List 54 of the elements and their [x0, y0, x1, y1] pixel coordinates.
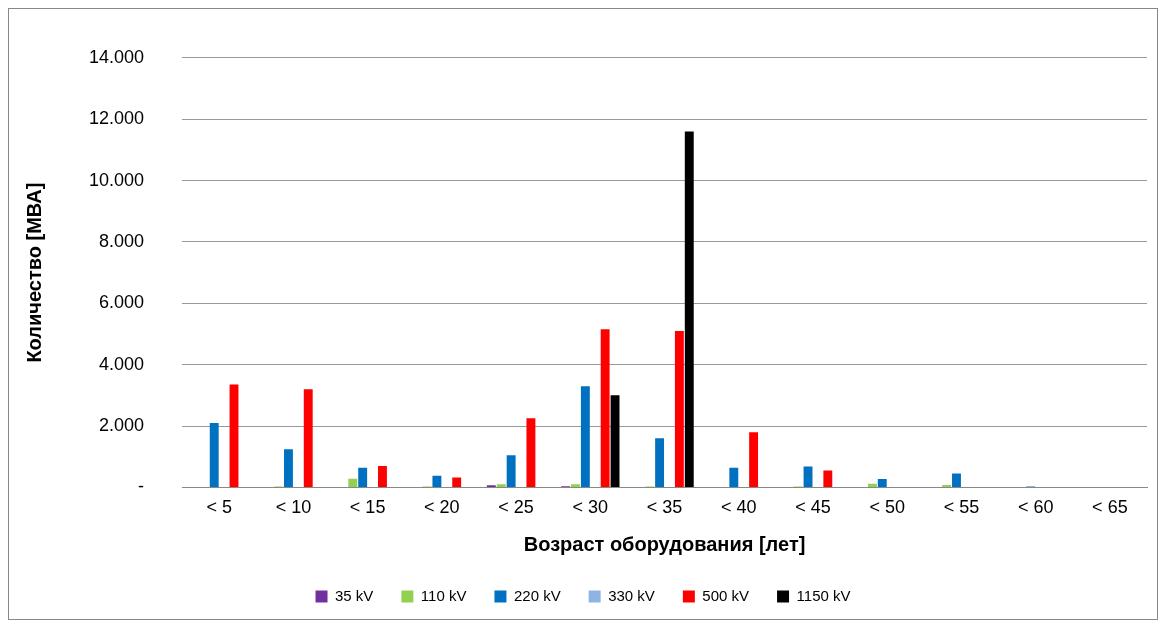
x-tick-label: < 55 — [943, 497, 980, 518]
bar — [432, 475, 442, 487]
bar — [506, 455, 516, 487]
x-tick-label: < 35 — [646, 497, 683, 518]
bar — [674, 330, 684, 487]
x-tick-label: < 60 — [1017, 497, 1054, 518]
y-tick-label: 8.000 — [99, 230, 145, 251]
x-tick-label: < 25 — [498, 497, 534, 518]
bar — [496, 484, 506, 487]
x-axis-title: Возраст оборудования [лет] — [523, 532, 806, 555]
bar — [229, 384, 239, 487]
bar — [867, 483, 877, 487]
legend-label: 500 kV — [702, 586, 750, 604]
x-tick-label: < 65 — [1092, 497, 1128, 518]
y-tick-label: 10.000 — [88, 169, 145, 190]
y-tick-label: 4.000 — [99, 353, 145, 374]
x-tick-label: < 40 — [720, 497, 757, 518]
bar — [749, 432, 759, 487]
x-tick-label: < 5 — [206, 497, 232, 518]
legend-label: 110 kV — [420, 586, 467, 604]
bar — [378, 465, 387, 487]
x-tick-label: < 10 — [275, 497, 312, 518]
legend-label: 330 kV — [608, 586, 655, 604]
y-axis-title: Количество [МВА] — [22, 182, 45, 363]
bar — [610, 395, 620, 487]
x-tick-label: < 15 — [349, 497, 386, 518]
bar — [823, 470, 833, 487]
bar — [452, 477, 462, 487]
x-tick-label: < 30 — [572, 497, 609, 518]
bar — [684, 131, 694, 487]
bar — [209, 422, 219, 487]
y-tick-label: 2.000 — [99, 415, 145, 435]
bar — [580, 386, 590, 487]
x-tick-label: < 50 — [869, 497, 905, 518]
bar — [600, 329, 610, 487]
bar — [952, 473, 961, 487]
y-tick-label: 14.000 — [88, 46, 145, 67]
bar — [571, 484, 580, 487]
bar — [303, 389, 313, 487]
bar — [655, 438, 665, 487]
x-tick-label: < 20 — [424, 497, 460, 518]
bar — [358, 467, 368, 487]
y-tick-label: 6.000 — [99, 292, 145, 313]
bar — [526, 418, 536, 487]
bar — [348, 478, 358, 487]
x-tick-label: < 45 — [795, 497, 831, 518]
bar — [729, 467, 739, 487]
bar — [877, 479, 887, 487]
y-tick-label: 12.000 — [88, 108, 145, 129]
legend-label: 220 kV — [513, 586, 561, 604]
y-tick-label: - — [138, 476, 145, 497]
bar — [283, 449, 293, 487]
legend-label: 35 kV — [335, 586, 374, 604]
legend-label: 1150 kV — [796, 586, 851, 604]
